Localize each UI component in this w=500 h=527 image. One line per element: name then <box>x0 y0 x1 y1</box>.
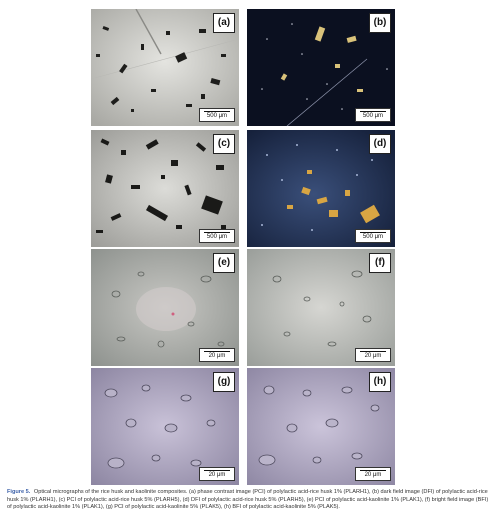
panel-label: (h) <box>369 372 391 392</box>
panel-label: (g) <box>213 372 235 392</box>
scale-bar-line <box>204 111 230 112</box>
scale-bar-line <box>360 232 386 233</box>
micrograph-d: (d) 500 μm <box>247 130 395 247</box>
scale-bar-line <box>360 470 386 471</box>
scale-bar-label: 20 μm <box>208 353 226 359</box>
scale-bar-line <box>204 351 230 352</box>
panel-label: (b) <box>369 13 391 33</box>
scale-bar-line <box>204 232 230 233</box>
scale-bar: 20 μm <box>355 348 391 362</box>
scale-bar-line <box>360 111 386 112</box>
panel-label: (f) <box>369 253 391 273</box>
figure-label: Figure 5. <box>7 489 31 495</box>
scale-bar-label: 20 μm <box>364 472 382 478</box>
scale-bar-label: 20 μm <box>208 472 226 478</box>
panel-label: (d) <box>369 134 391 154</box>
scale-bar-line <box>360 351 386 352</box>
panel-label: (e) <box>213 253 235 273</box>
scale-bar-label: 500 μm <box>206 113 228 119</box>
micrograph-e: (e) 20 μm <box>91 249 239 366</box>
scale-bar: 500 μm <box>355 108 391 122</box>
micrograph-h: (h) 20 μm <box>247 368 395 485</box>
micrograph-g: (g) 20 μm <box>91 368 239 485</box>
scale-bar: 500 μm <box>355 229 391 243</box>
micrograph-d-image <box>247 130 395 247</box>
scale-bar: 500 μm <box>199 108 235 122</box>
scale-bar: 500 μm <box>199 229 235 243</box>
scale-bar: 20 μm <box>355 467 391 481</box>
scale-bar-label: 20 μm <box>364 353 382 359</box>
scale-bar-label: 500 μm <box>206 234 228 240</box>
figure-caption: Figure 5. Optical micrographs of the ric… <box>7 489 493 512</box>
micrograph-c: (c) 500 μm <box>91 130 239 247</box>
scale-bar: 20 μm <box>199 348 235 362</box>
scale-bar: 20 μm <box>199 467 235 481</box>
panel-label: (a) <box>213 13 235 33</box>
scale-bar-line <box>204 470 230 471</box>
micrograph-f: (f) 20 μm <box>247 249 395 366</box>
micrograph-b: (b) 500 μm <box>247 9 395 126</box>
scale-bar-label: 500 μm <box>362 113 384 119</box>
panel-label: (c) <box>213 134 235 154</box>
scale-bar-label: 500 μm <box>362 234 384 240</box>
micrograph-a: (a) 500 μm <box>91 9 239 126</box>
caption-text: Optical micrographs of the rice husk and… <box>7 489 489 511</box>
